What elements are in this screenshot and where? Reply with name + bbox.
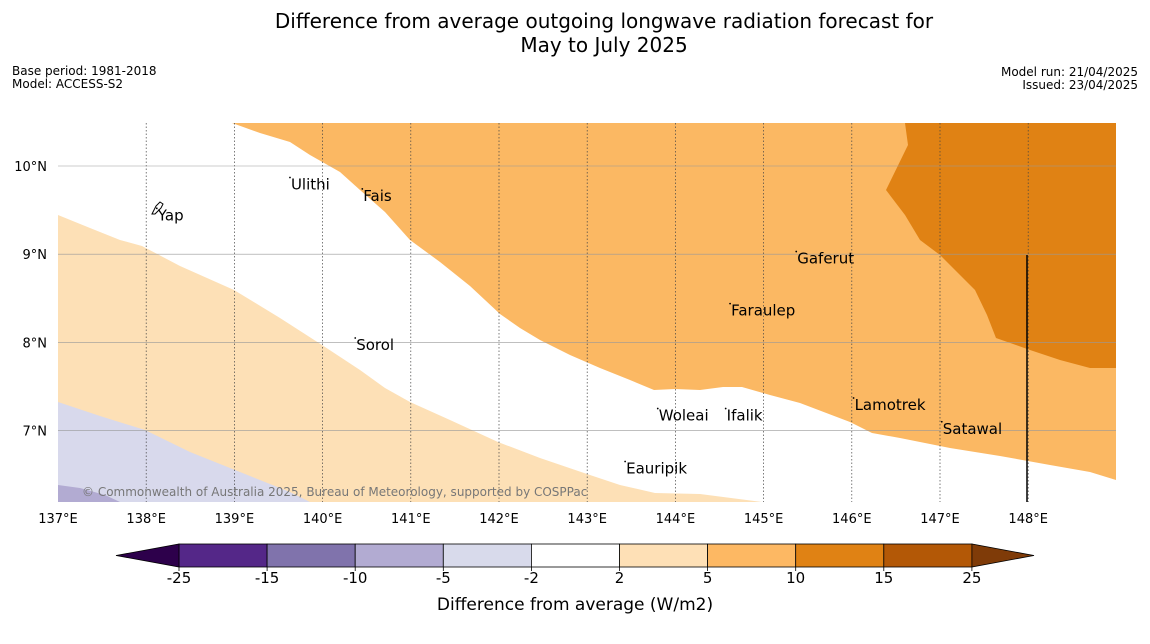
colorbar-segment xyxy=(619,543,708,568)
place-label: Ulithi xyxy=(291,175,330,193)
place-marker xyxy=(155,207,158,210)
longitude-labels: 137°E 138°E 139°E 140°E 141°E 142°E 143°E 144°E… xyxy=(38,512,1048,527)
place-marker xyxy=(354,337,357,339)
place-label: Ifalik xyxy=(727,407,763,425)
longitude-tick-label: 147°E xyxy=(920,512,960,527)
place-marker xyxy=(940,420,943,423)
colorbar-segment xyxy=(354,543,444,568)
colorbar-tick-label: -2 xyxy=(524,569,539,587)
longitude-tick-label: 143°E xyxy=(567,512,607,527)
place-label: Yap xyxy=(157,206,184,224)
place-label: Lamotrek xyxy=(855,396,926,414)
longitude-tick-label: 137°E xyxy=(38,512,78,527)
place-label: Faraulep xyxy=(731,302,795,320)
place-label: Sorol xyxy=(356,336,394,354)
colorbar-tick-label: 10 xyxy=(786,569,805,587)
place-marker xyxy=(729,302,731,305)
chart-title-line2: May to July 2025 xyxy=(520,33,687,57)
base-period-text: Base period: 1981-2018 xyxy=(12,64,157,78)
latitude-tick-label: 10°N xyxy=(14,160,47,175)
colorbar-segment xyxy=(442,543,532,568)
longitude-tick-label: 139°E xyxy=(215,512,255,527)
contour-band-5-to-10 xyxy=(232,123,1116,480)
place-marker xyxy=(361,188,364,190)
longitude-tick-label: 141°E xyxy=(391,512,431,527)
colorbar-tick-label: -5 xyxy=(436,569,451,587)
place-marker xyxy=(289,176,291,179)
colorbar: -25 -15 -10 -5 -2 2 5 10 15 25 xyxy=(115,543,1035,587)
longitude-tick-label: 138°E xyxy=(126,512,166,527)
colorbar-tick-label: 15 xyxy=(874,569,893,587)
colorbar-label: Difference from average (W/m2) xyxy=(437,595,713,615)
place-label: Gaferut xyxy=(797,250,854,268)
contour-band-neg5-to-neg2 xyxy=(58,402,310,502)
places-layer: Yap Ulithi Fais Gaferut Faraulep Sorol Lamotre… xyxy=(155,175,1002,477)
latitude-tick-label: 9°N xyxy=(23,248,48,263)
contour-band-10-to-15 xyxy=(886,123,1116,368)
place-marker xyxy=(795,250,798,253)
colorbar-segment xyxy=(178,543,268,568)
latitude-tick-label: 7°N xyxy=(23,425,48,440)
colorbar-segment xyxy=(531,543,620,568)
longitude-tick-label: 145°E xyxy=(744,512,784,527)
place-label: Satawal xyxy=(943,420,1002,438)
issued-text: Issued: 23/04/2025 xyxy=(1022,78,1138,92)
copyright-text: © Commonwealth of Australia 2025, Bureau… xyxy=(82,485,587,499)
latitude-tick-label: 8°N xyxy=(23,336,48,351)
colorbar-tick-label: -10 xyxy=(343,569,368,587)
colorbar-tick-label: -25 xyxy=(167,569,192,587)
place-label: Eauripik xyxy=(626,459,687,477)
colorbar-tick-label: 5 xyxy=(703,569,713,587)
longitude-tick-label: 146°E xyxy=(832,512,872,527)
colorbar-tick-label: -15 xyxy=(255,569,280,587)
chart-title-line1: Difference from average outgoing longwav… xyxy=(275,9,934,33)
gridlines xyxy=(58,123,1116,502)
map-panel: Yap Ulithi Fais Gaferut Faraulep Sorol Lamotre… xyxy=(58,123,1116,502)
longitude-tick-label: 142°E xyxy=(479,512,519,527)
model-run-text: Model run: 21/04/2025 xyxy=(1001,65,1138,79)
colorbar-segment xyxy=(883,543,973,568)
colorbar-tick-label: 2 xyxy=(615,569,625,587)
longitude-tick-label: 148°E xyxy=(1008,512,1048,527)
longitude-tick-label: 140°E xyxy=(303,512,343,527)
place-marker xyxy=(724,407,727,410)
colorbar-segment xyxy=(707,543,797,568)
longitude-tick-label: 144°E xyxy=(656,512,696,527)
colorbar-tick-label: 25 xyxy=(962,569,981,587)
latitude-labels: 10°N 9°N 8°N 7°N xyxy=(14,160,47,440)
colorbar-segment xyxy=(795,543,885,568)
place-marker xyxy=(852,397,855,399)
place-marker xyxy=(624,460,627,463)
colorbar-extend-high xyxy=(971,543,1035,568)
colorbar-extend-low xyxy=(115,543,180,568)
colorbar-segment xyxy=(266,543,356,568)
place-label: Woleai xyxy=(659,407,709,425)
place-label: Fais xyxy=(363,187,392,205)
model-text: Model: ACCESS-S2 xyxy=(12,77,123,91)
contour-band-neg10-to-neg5 xyxy=(58,485,120,502)
place-marker xyxy=(656,407,659,410)
